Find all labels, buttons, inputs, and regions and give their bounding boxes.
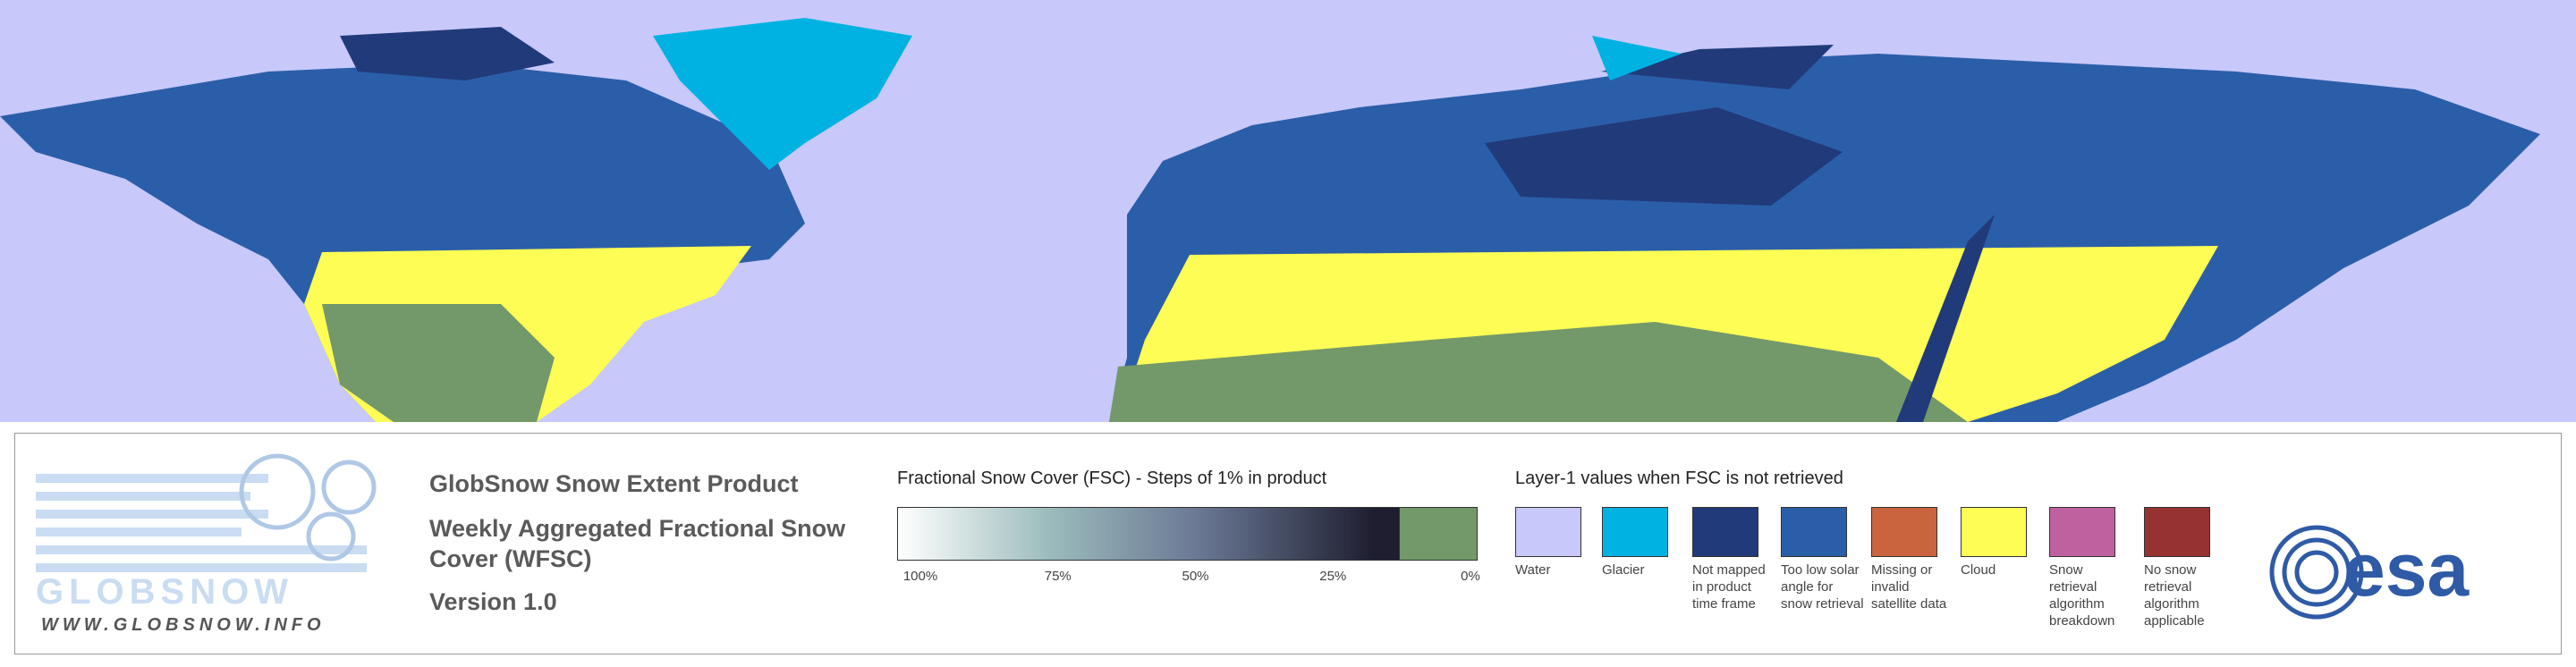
legend-swatch xyxy=(1961,507,2027,557)
fsc-tick-label: 50% xyxy=(1182,569,1209,584)
legend-label: Too low solar angle for snow retrieval xyxy=(1781,562,1864,612)
esa-emblem xyxy=(2269,525,2364,620)
legend-label: Water xyxy=(1515,562,1551,578)
globsnow-logo-graphic xyxy=(36,453,377,572)
legend-label: Missing or invalid satellite data xyxy=(1871,562,1947,612)
legend-label: Not mapped in product time frame xyxy=(1692,562,1766,612)
version: Version 1.0 xyxy=(429,588,557,615)
legend-swatch xyxy=(1602,507,1668,557)
legend-swatch xyxy=(1871,507,1937,557)
fsc-tick-label: 75% xyxy=(1044,569,1072,584)
fsc-gradient xyxy=(897,507,1400,561)
fsc-tick-label: 0% xyxy=(1461,569,1480,584)
legend-label: No snow retrieval algorithm applicable xyxy=(2144,562,2205,629)
legend-label: Snow retrieval algorithm breakdown xyxy=(2049,562,2115,629)
legend-label: Glacier xyxy=(1602,562,1645,578)
legend-swatch xyxy=(1692,507,1758,557)
subtitle: Weekly Aggregated Fractional Snow Cover … xyxy=(429,515,846,572)
esa-logo: esa xyxy=(2343,528,2470,612)
layer-title: Layer-1 values when FSC is not retrieved xyxy=(1515,469,1843,488)
legend-swatch xyxy=(1515,507,1581,557)
legend-label: Cloud xyxy=(1961,562,1996,578)
fsc-zero-swatch xyxy=(1399,507,1478,561)
logo-url: WWW.GLOBSNOW.INFO xyxy=(41,615,326,635)
title: GlobSnow Snow Extent Product xyxy=(429,470,799,497)
logo-name: GLOBSNOW xyxy=(36,572,293,612)
legend-swatch xyxy=(2144,507,2210,557)
fsc-title: Fractional Snow Cover (FSC) - Steps of 1… xyxy=(897,469,1327,488)
fsc-tick-label: 25% xyxy=(1319,569,1347,584)
legend-swatch xyxy=(1781,507,1847,557)
snow-map xyxy=(0,0,2576,422)
legend-swatch xyxy=(2049,507,2115,557)
fsc-tick-label: 100% xyxy=(902,569,938,584)
